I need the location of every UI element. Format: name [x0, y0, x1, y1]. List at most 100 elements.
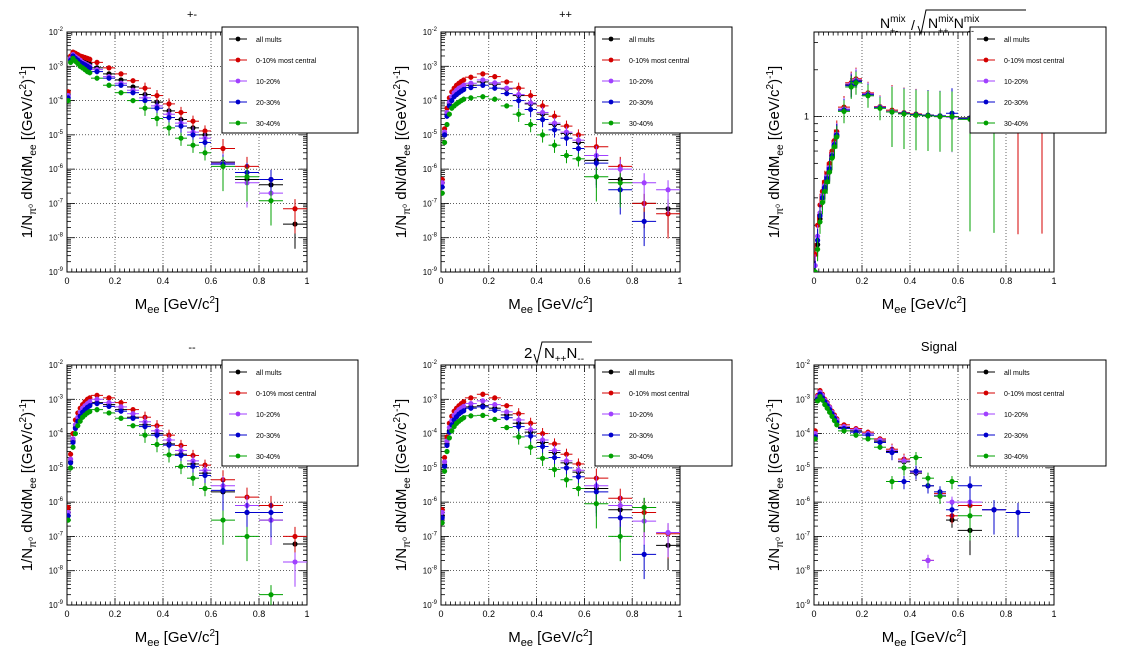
data-point — [831, 417, 838, 424]
legend-marker — [235, 99, 241, 105]
data-point — [901, 465, 907, 471]
legend-box — [594, 26, 733, 134]
data-point — [504, 424, 510, 431]
legend-label: 30-40% — [1004, 121, 1028, 128]
data-point — [444, 448, 450, 455]
data-point — [441, 139, 448, 146]
data-point — [142, 105, 148, 111]
data-point — [504, 90, 510, 97]
data-point — [815, 398, 821, 404]
data-point — [848, 84, 854, 90]
data-point — [889, 109, 895, 115]
data-point — [94, 400, 100, 407]
data-point — [528, 106, 534, 113]
data-point — [190, 132, 196, 138]
data-point — [118, 408, 124, 414]
data-point — [865, 436, 871, 442]
x-tick-label: 1 — [677, 276, 682, 286]
data-point — [118, 400, 124, 406]
data-point — [441, 184, 445, 190]
legend-marker — [235, 390, 241, 396]
legend-marker — [983, 411, 989, 417]
data-point — [446, 435, 452, 441]
data-point — [937, 113, 943, 120]
legend-label: 30-40% — [629, 454, 653, 461]
data-point — [822, 188, 828, 195]
legend-label: 30-40% — [256, 454, 280, 461]
legend-label: all mults — [1004, 37, 1030, 44]
data-point — [853, 80, 859, 86]
legend-label: 20-30% — [256, 100, 280, 107]
y-axis-label: 1/Nπ⁰ dN/dMee [(GeV/c2)-1] — [765, 399, 786, 571]
y-tick-label: 10-2 — [49, 360, 64, 370]
data-point — [461, 82, 467, 88]
legend-marker — [235, 36, 241, 42]
data-point — [220, 163, 226, 170]
data-point — [480, 71, 486, 77]
data-point — [814, 436, 818, 442]
legend-label: 10-20% — [256, 79, 280, 86]
x-tick-label: 0 — [64, 276, 69, 286]
data-point — [901, 478, 907, 485]
legend-label: 10-20% — [1004, 412, 1028, 419]
data-point — [70, 444, 76, 450]
legend-marker — [983, 78, 989, 84]
data-point — [202, 472, 208, 479]
x-axis-label: Mee [GeV/c2] — [882, 295, 967, 316]
data-point — [617, 502, 623, 509]
data-point — [130, 90, 136, 96]
data-point — [87, 56, 93, 62]
data-point — [166, 125, 172, 131]
data-point — [539, 116, 546, 123]
data-point — [834, 134, 840, 140]
x-tick-label: 0.4 — [530, 276, 543, 286]
data-point — [539, 430, 546, 437]
data-point — [468, 95, 474, 101]
legend-label: all mults — [629, 37, 655, 44]
data-point — [913, 454, 919, 461]
data-layer — [67, 49, 307, 249]
y-tick-label: 10-6 — [423, 164, 438, 174]
data-point — [551, 441, 558, 447]
panel-title: +- — [187, 9, 197, 21]
y-axis-label-group: 1/Nπ⁰ dN/dMee [(GeV/c2)-1] — [765, 66, 786, 238]
data-point — [563, 152, 570, 159]
legend-label: 10-20% — [256, 412, 280, 419]
legend-label: 20-30% — [629, 100, 653, 107]
data-point — [94, 407, 100, 413]
data-point — [94, 75, 100, 81]
data-point — [142, 85, 148, 91]
legend-marker — [983, 57, 989, 63]
data-point — [244, 533, 250, 540]
data-point — [166, 442, 172, 448]
x-tick-label: 0 — [438, 609, 443, 619]
data-point — [563, 135, 570, 141]
x-tick-label: 0 — [64, 609, 69, 619]
panel-1: 0 0.2 0.4 0.6 0.8 1 10-9 10-8 10-7 10-6 10-5 10-4 10… — [18, 9, 359, 316]
data-point — [575, 145, 582, 152]
data-point — [563, 458, 570, 464]
y-tick-label: 10-6 — [796, 497, 811, 507]
panel-2: 0 0.2 0.4 0.6 0.8 1 10-9 10-8 10-7 10-6 10-5 10-4 10… — [392, 9, 733, 316]
formula-text: N++N-- — [544, 345, 584, 365]
data-point — [528, 92, 534, 99]
data-point — [528, 444, 534, 450]
x-tick-label: 0.6 — [952, 276, 965, 286]
data-point — [130, 411, 136, 417]
data-point — [87, 408, 93, 415]
data-point — [106, 82, 112, 88]
formula-sub: +- — [890, 26, 898, 36]
data-point — [118, 90, 124, 96]
data-point — [441, 190, 445, 196]
data-point — [178, 123, 184, 129]
data-point — [441, 468, 448, 474]
x-tick-label: 1 — [304, 609, 309, 619]
data-point — [190, 463, 196, 470]
data-point — [178, 452, 184, 459]
data-point — [461, 408, 467, 414]
legend-marker — [983, 390, 989, 396]
data-point — [480, 77, 486, 83]
legend-marker — [983, 453, 989, 459]
data-point — [118, 415, 124, 421]
data-point — [817, 219, 823, 225]
